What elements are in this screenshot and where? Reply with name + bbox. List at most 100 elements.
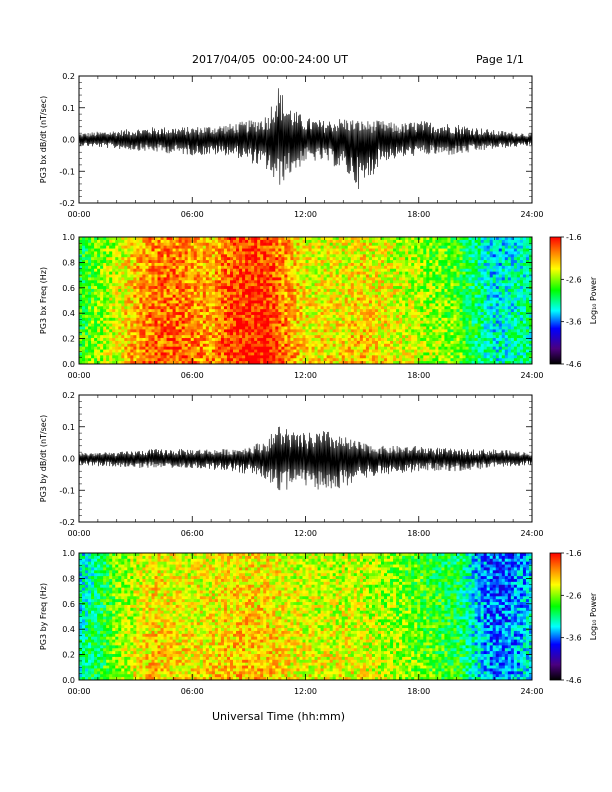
- spectrogram-cell: [220, 332, 225, 336]
- spectrogram-cell: [299, 306, 303, 310]
- spectrogram-cell: [208, 300, 213, 304]
- spectrogram-cell: [362, 306, 367, 310]
- spectrogram-cell: [115, 245, 119, 249]
- spectrogram-cell: [115, 268, 119, 273]
- spectrogram-cell: [344, 288, 349, 293]
- spectrogram-cell: [266, 294, 270, 299]
- spectrogram-cell: [145, 239, 149, 244]
- spectrogram-cell: [390, 306, 394, 310]
- spectrogram-cell: [299, 286, 303, 290]
- spectrogram-cell: [118, 245, 122, 249]
- spectrogram-cell: [172, 254, 177, 258]
- spectrogram-cell: [384, 286, 388, 290]
- spectrogram-cell: [347, 335, 352, 339]
- spectrogram-cell: [314, 283, 318, 287]
- spectrogram-cell: [190, 286, 195, 290]
- spectrogram-cell: [100, 323, 104, 327]
- spectrogram-cell: [239, 349, 243, 353]
- spectrogram-cell: [127, 303, 131, 307]
- spectrogram-cell: [226, 312, 231, 316]
- spectrogram-cell: [233, 317, 237, 322]
- spectrogram-cell: [94, 349, 98, 353]
- spectrogram-cell: [226, 323, 231, 327]
- spectrogram-cell: [130, 271, 134, 275]
- spectrogram-cell: [362, 323, 367, 327]
- spectrogram-cell: [362, 303, 367, 307]
- spectrogram-cell: [91, 361, 95, 365]
- spectrogram-cell: [91, 251, 95, 255]
- spectrogram-cell: [359, 317, 364, 322]
- spectrogram-cell: [411, 309, 415, 313]
- spectrogram-cell: [181, 312, 186, 316]
- spectrogram-cell: [100, 346, 104, 350]
- spectrogram-cell: [85, 352, 89, 356]
- spectrogram-cell: [79, 271, 83, 275]
- spectrogram-cell: [94, 274, 98, 278]
- spectrogram-cell: [323, 254, 328, 258]
- spectrogram-cell: [133, 338, 137, 342]
- spectrogram-cell: [408, 352, 412, 356]
- spectrogram-cell: [377, 309, 382, 313]
- spectrogram-cell: [278, 286, 282, 290]
- spectrogram-cell: [374, 291, 379, 296]
- spectrogram-cell: [281, 352, 285, 356]
- spectrogram-cell: [109, 257, 113, 261]
- spectrogram-cell: [160, 306, 164, 310]
- spectrogram-cell: [175, 320, 180, 324]
- spectrogram-cell: [365, 355, 370, 359]
- spectrogram-cell: [178, 268, 183, 273]
- spectrogram-cell: [311, 309, 315, 313]
- spectrogram-cell: [359, 294, 364, 299]
- spectrogram-cell: [405, 358, 409, 362]
- spectrogram-cell: [293, 300, 297, 304]
- spectrogram-cell: [103, 277, 107, 281]
- spectrogram-cell: [332, 274, 337, 278]
- spectrogram-cell: [142, 248, 146, 252]
- spectrogram-cell: [347, 329, 352, 333]
- spectrogram-cell: [374, 338, 379, 342]
- spectrogram-cell: [362, 277, 367, 281]
- spectrogram-cell: [211, 358, 216, 362]
- spectrogram-cell: [151, 280, 155, 284]
- spectrogram-cell: [257, 326, 261, 330]
- spectrogram-cell: [314, 248, 318, 252]
- spectrogram-cell: [326, 361, 331, 365]
- spectrogram-cell: [230, 245, 234, 249]
- spectrogram-cell: [130, 294, 134, 299]
- spectrogram-cell: [226, 254, 231, 258]
- spectrogram-cell: [299, 274, 303, 278]
- spectrogram-cell: [199, 268, 204, 273]
- spectrogram-cell: [290, 352, 294, 356]
- spectrogram-cell: [254, 239, 258, 244]
- spectrogram-cell: [284, 352, 288, 356]
- spectrogram-cell: [302, 239, 306, 244]
- spectrogram-cell: [332, 349, 337, 353]
- spectrogram-cell: [157, 280, 161, 284]
- spectrogram-cell: [223, 320, 228, 324]
- spectrogram-cell: [112, 283, 116, 287]
- spectrogram-cell: [396, 352, 400, 356]
- spectrogram-cell: [311, 317, 315, 322]
- spectrogram-cell: [103, 300, 107, 304]
- spectrogram-cell: [175, 314, 180, 319]
- spectrogram-cell: [157, 271, 161, 275]
- spectrogram-cell: [275, 355, 279, 359]
- spectrogram-cell: [245, 343, 249, 348]
- spectrogram-cell: [323, 306, 328, 310]
- spectrogram-cell: [181, 294, 186, 299]
- spectrogram-cell: [374, 286, 379, 290]
- spectrogram-cell: [139, 314, 143, 319]
- spectrogram-cell: [82, 340, 86, 345]
- spectrogram-cell: [187, 286, 192, 290]
- spectrogram-cell: [157, 326, 161, 330]
- spectrogram-cell: [311, 361, 315, 365]
- spectrogram-cell: [133, 343, 137, 348]
- spectrogram-cell: [293, 277, 297, 281]
- spectrogram-cell: [275, 320, 279, 324]
- spectrogram-cell: [263, 248, 267, 252]
- spectrogram-cell: [359, 335, 364, 339]
- spectrogram-cell: [166, 265, 170, 270]
- spectrogram-cell: [396, 283, 400, 287]
- spectrogram-cell: [245, 340, 249, 345]
- spectrogram-cell: [124, 291, 128, 296]
